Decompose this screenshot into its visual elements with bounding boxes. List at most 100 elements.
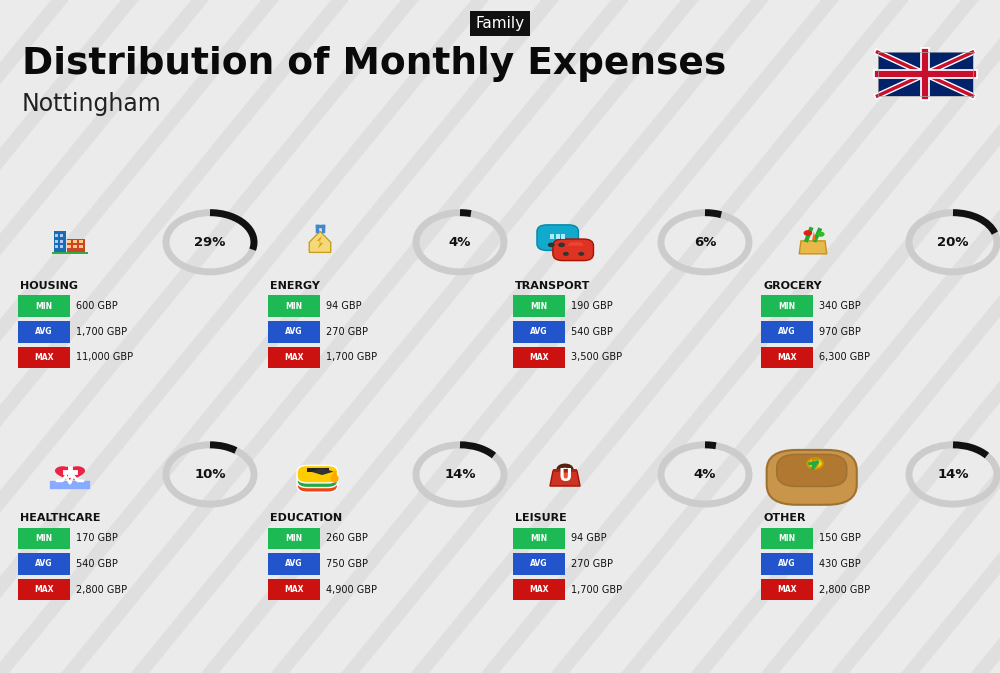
Text: 340 GBP: 340 GBP xyxy=(819,302,861,311)
FancyBboxPatch shape xyxy=(55,240,58,242)
Text: LEISURE: LEISURE xyxy=(515,513,567,524)
Text: U: U xyxy=(558,468,572,485)
FancyBboxPatch shape xyxy=(761,347,813,368)
Text: 260 GBP: 260 GBP xyxy=(326,534,368,543)
FancyBboxPatch shape xyxy=(73,240,77,242)
FancyBboxPatch shape xyxy=(18,295,70,317)
FancyBboxPatch shape xyxy=(67,238,85,254)
FancyBboxPatch shape xyxy=(513,553,565,575)
Text: MAX: MAX xyxy=(284,353,304,362)
FancyBboxPatch shape xyxy=(268,579,320,600)
Text: MIN: MIN xyxy=(778,534,796,543)
Text: MAX: MAX xyxy=(777,353,797,362)
Text: 11,000 GBP: 11,000 GBP xyxy=(76,353,133,362)
FancyBboxPatch shape xyxy=(761,528,813,549)
FancyBboxPatch shape xyxy=(54,231,66,254)
Text: 170 GBP: 170 GBP xyxy=(76,534,118,543)
Text: 970 GBP: 970 GBP xyxy=(819,327,861,336)
Text: AVG: AVG xyxy=(530,559,548,569)
FancyBboxPatch shape xyxy=(18,528,70,549)
FancyBboxPatch shape xyxy=(18,347,70,368)
Text: AVG: AVG xyxy=(285,327,303,336)
FancyBboxPatch shape xyxy=(60,234,63,237)
Text: 94 GBP: 94 GBP xyxy=(326,302,362,311)
Text: 20%: 20% xyxy=(937,236,969,249)
FancyBboxPatch shape xyxy=(550,234,554,239)
Text: EDUCATION: EDUCATION xyxy=(270,513,342,524)
Text: HEALTHCARE: HEALTHCARE xyxy=(20,513,100,524)
FancyBboxPatch shape xyxy=(761,321,813,343)
Text: Nottingham: Nottingham xyxy=(22,92,162,116)
Text: AVG: AVG xyxy=(778,559,796,569)
Polygon shape xyxy=(567,242,584,246)
Circle shape xyxy=(578,252,584,256)
Text: MAX: MAX xyxy=(777,585,797,594)
Text: MIN: MIN xyxy=(35,302,53,311)
Polygon shape xyxy=(550,471,580,486)
FancyBboxPatch shape xyxy=(79,246,83,248)
FancyBboxPatch shape xyxy=(18,579,70,600)
FancyBboxPatch shape xyxy=(79,240,83,242)
FancyBboxPatch shape xyxy=(513,347,565,368)
Text: 29%: 29% xyxy=(194,236,226,249)
Text: 10%: 10% xyxy=(194,468,226,481)
Circle shape xyxy=(558,242,565,247)
FancyBboxPatch shape xyxy=(18,321,70,343)
Text: 1,700 GBP: 1,700 GBP xyxy=(571,585,622,594)
FancyBboxPatch shape xyxy=(55,234,58,237)
Circle shape xyxy=(563,252,569,256)
Circle shape xyxy=(817,232,825,237)
Text: AVG: AVG xyxy=(530,327,548,336)
Text: 3,500 GBP: 3,500 GBP xyxy=(571,353,622,362)
FancyBboxPatch shape xyxy=(561,234,565,239)
FancyBboxPatch shape xyxy=(761,295,813,317)
Text: 14%: 14% xyxy=(444,468,476,481)
Text: 270 GBP: 270 GBP xyxy=(326,327,368,336)
Polygon shape xyxy=(311,468,334,475)
Text: Family: Family xyxy=(475,16,525,31)
Text: 6%: 6% xyxy=(694,236,716,249)
FancyBboxPatch shape xyxy=(52,252,88,254)
Text: AVG: AVG xyxy=(35,559,53,569)
FancyBboxPatch shape xyxy=(513,295,565,317)
FancyBboxPatch shape xyxy=(268,321,320,343)
FancyBboxPatch shape xyxy=(878,52,972,96)
FancyBboxPatch shape xyxy=(67,246,71,248)
FancyBboxPatch shape xyxy=(761,553,813,575)
Text: HOUSING: HOUSING xyxy=(20,281,78,291)
Text: 600 GBP: 600 GBP xyxy=(76,302,118,311)
FancyBboxPatch shape xyxy=(18,553,70,575)
FancyBboxPatch shape xyxy=(561,473,569,480)
Text: 430 GBP: 430 GBP xyxy=(819,559,861,569)
FancyBboxPatch shape xyxy=(513,528,565,549)
FancyBboxPatch shape xyxy=(767,450,857,505)
Polygon shape xyxy=(55,466,85,483)
FancyBboxPatch shape xyxy=(761,579,813,600)
FancyBboxPatch shape xyxy=(777,454,847,487)
Text: MAX: MAX xyxy=(34,585,54,594)
FancyBboxPatch shape xyxy=(67,240,71,242)
Text: ENERGY: ENERGY xyxy=(270,281,320,291)
FancyBboxPatch shape xyxy=(537,225,578,250)
FancyBboxPatch shape xyxy=(513,579,565,600)
Text: 4%: 4% xyxy=(449,236,471,249)
Text: $: $ xyxy=(811,457,819,470)
FancyBboxPatch shape xyxy=(268,295,320,317)
Text: 4,900 GBP: 4,900 GBP xyxy=(326,585,377,594)
FancyBboxPatch shape xyxy=(268,347,320,368)
Text: MIN: MIN xyxy=(778,302,796,311)
Polygon shape xyxy=(309,232,331,252)
FancyBboxPatch shape xyxy=(297,474,338,492)
Text: 270 GBP: 270 GBP xyxy=(571,559,613,569)
FancyBboxPatch shape xyxy=(55,246,58,248)
FancyBboxPatch shape xyxy=(73,246,77,248)
FancyBboxPatch shape xyxy=(307,468,329,472)
Text: 540 GBP: 540 GBP xyxy=(76,559,118,569)
Text: GROCERY: GROCERY xyxy=(763,281,822,291)
Circle shape xyxy=(548,242,555,247)
Text: MAX: MAX xyxy=(284,585,304,594)
Text: MAX: MAX xyxy=(529,353,549,362)
Circle shape xyxy=(804,230,812,236)
FancyBboxPatch shape xyxy=(801,240,825,242)
FancyBboxPatch shape xyxy=(556,234,560,239)
